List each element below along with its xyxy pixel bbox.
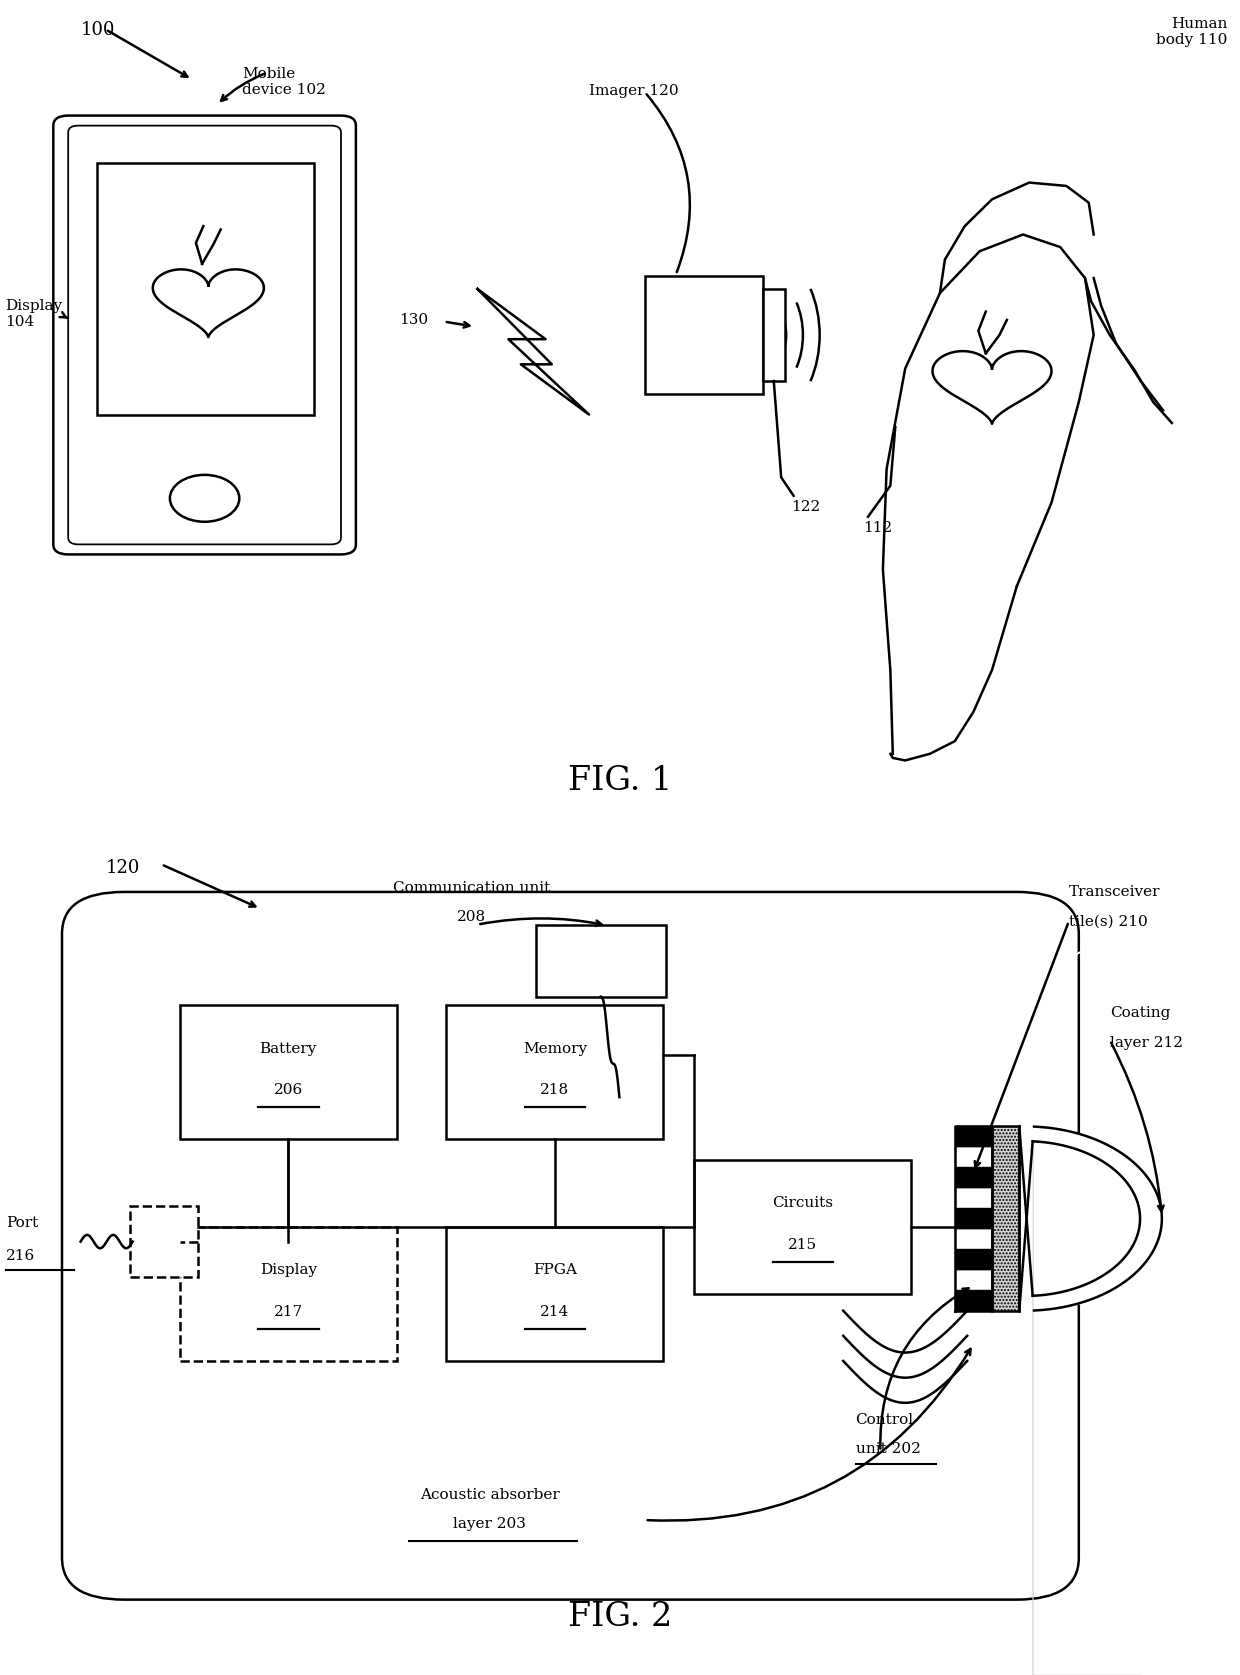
Bar <box>446 1226 663 1360</box>
Text: 218: 218 <box>541 1084 569 1097</box>
Bar <box>955 1229 992 1250</box>
Bar <box>992 1126 1019 1310</box>
Text: tile(s) 210: tile(s) 210 <box>1069 915 1148 928</box>
Text: Coating: Coating <box>1110 1007 1171 1020</box>
Text: Communication unit: Communication unit <box>393 881 549 894</box>
Text: FPGA: FPGA <box>533 1263 577 1278</box>
Text: 214: 214 <box>541 1305 569 1320</box>
Bar <box>955 1147 992 1167</box>
FancyBboxPatch shape <box>68 126 341 544</box>
Text: 216: 216 <box>6 1250 36 1263</box>
Bar <box>130 1206 198 1276</box>
Bar <box>955 1290 992 1310</box>
Text: Battery: Battery <box>259 1042 317 1055</box>
Text: 215: 215 <box>789 1238 817 1253</box>
Bar <box>694 1159 911 1293</box>
Text: Circuits: Circuits <box>773 1196 833 1211</box>
FancyBboxPatch shape <box>53 116 356 554</box>
Text: unit 202: unit 202 <box>856 1442 920 1456</box>
Bar <box>955 1270 992 1290</box>
Text: 130: 130 <box>399 313 428 327</box>
Text: Port: Port <box>6 1216 38 1229</box>
Bar <box>763 288 785 382</box>
Text: 112: 112 <box>863 521 893 534</box>
Bar <box>955 1167 992 1188</box>
Bar <box>536 925 666 997</box>
Text: Display: Display <box>259 1263 317 1278</box>
Text: Memory: Memory <box>523 1042 587 1055</box>
Bar <box>180 1226 397 1360</box>
Bar <box>97 164 314 414</box>
Text: 122: 122 <box>791 499 821 514</box>
Bar <box>955 1250 992 1270</box>
Text: 217: 217 <box>274 1305 303 1320</box>
Text: 100: 100 <box>81 20 115 39</box>
Bar <box>180 1005 397 1139</box>
Bar <box>446 1005 663 1139</box>
Bar <box>645 276 763 394</box>
Text: Control: Control <box>856 1412 914 1427</box>
Circle shape <box>170 476 239 523</box>
Bar <box>955 1126 992 1147</box>
Bar <box>955 1188 992 1208</box>
Text: Display
104: Display 104 <box>5 298 62 330</box>
FancyBboxPatch shape <box>62 891 1079 1600</box>
Text: Acoustic absorber: Acoustic absorber <box>420 1487 559 1502</box>
Text: FIG. 2: FIG. 2 <box>568 1601 672 1633</box>
Text: layer 212: layer 212 <box>1110 1035 1183 1050</box>
Text: Mobile
device 102: Mobile device 102 <box>242 67 326 97</box>
Text: FIG. 1: FIG. 1 <box>568 765 672 797</box>
Text: 208: 208 <box>456 910 486 925</box>
Text: 206: 206 <box>274 1084 303 1097</box>
Text: Human
body 110: Human body 110 <box>1156 17 1228 47</box>
Text: layer 203: layer 203 <box>454 1518 526 1531</box>
Bar <box>955 1208 992 1229</box>
Text: Imager 120: Imager 120 <box>589 84 678 97</box>
Text: 120: 120 <box>105 859 140 878</box>
Text: Transceiver: Transceiver <box>1069 884 1161 899</box>
